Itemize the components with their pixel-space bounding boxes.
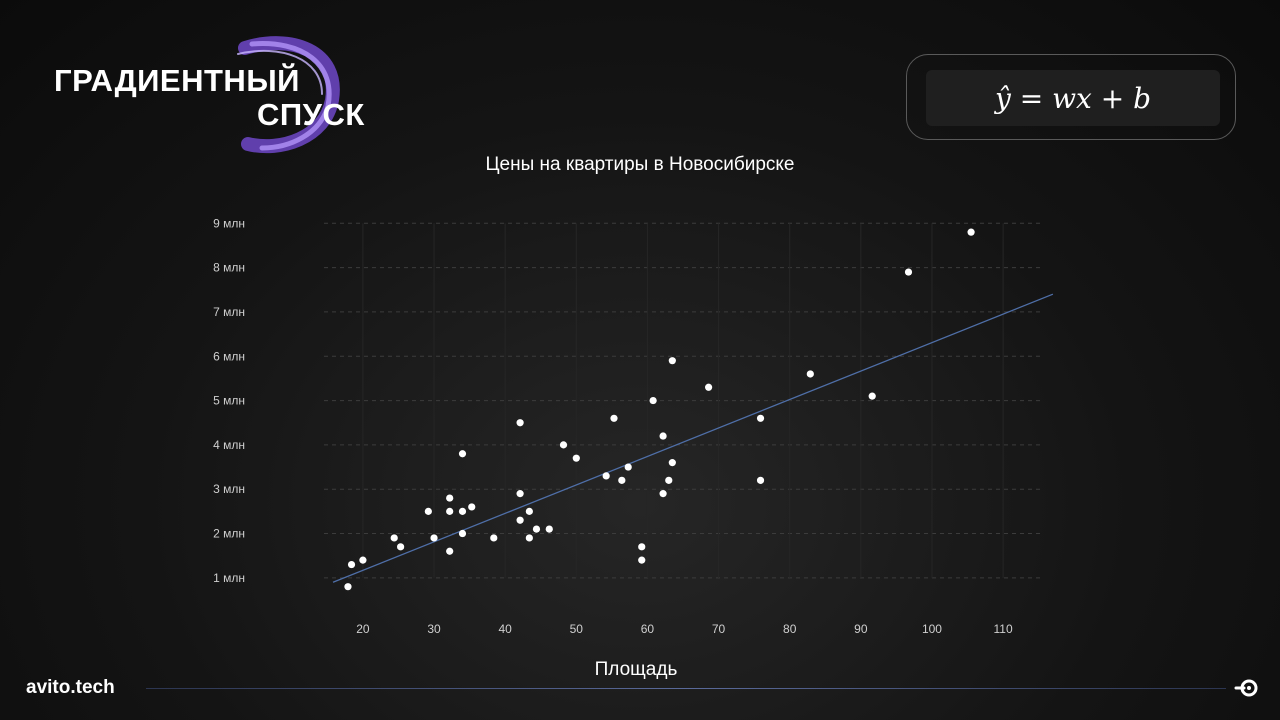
y-tick-label: 4 млн	[213, 438, 245, 452]
x-tick-label: 60	[641, 622, 655, 636]
data-point	[446, 494, 454, 502]
x-tick-label: 90	[854, 622, 868, 636]
y-tick-label: 6 млн	[213, 349, 245, 363]
data-point	[610, 414, 618, 422]
x-tick-label: 70	[712, 622, 726, 636]
x-tick-label: 110	[994, 622, 1013, 636]
x-tick-label: 50	[570, 622, 584, 636]
x-axis-label: Площадь	[594, 659, 678, 680]
formula-box: ŷ = wx + b	[926, 70, 1220, 126]
data-point	[468, 503, 476, 511]
y-tick-label: 7 млн	[213, 305, 245, 319]
data-point	[624, 463, 632, 471]
logo-line2: СПУСК	[257, 97, 365, 132]
data-point	[390, 534, 398, 542]
data-point	[424, 507, 432, 515]
x-tick-label: 100	[922, 622, 942, 636]
data-point	[572, 454, 580, 462]
data-point	[659, 490, 667, 498]
data-point	[868, 392, 876, 400]
avito-logo-icon	[1234, 679, 1258, 697]
data-point	[344, 583, 352, 591]
data-point	[430, 534, 438, 542]
y-tick-label: 2 млн	[213, 527, 245, 541]
data-point	[458, 450, 467, 458]
grid-layer	[324, 222, 1042, 579]
data-point	[559, 441, 568, 449]
data-point	[516, 490, 524, 498]
x-tick-label: 20	[356, 622, 370, 636]
points-layer	[344, 228, 975, 591]
formula-frame	[906, 54, 1236, 140]
data-point	[532, 525, 541, 533]
y-tick-label: 9 млн	[213, 216, 245, 230]
data-point	[446, 507, 454, 515]
data-point	[649, 396, 657, 405]
y-tick-label: 1 млн	[213, 571, 245, 585]
bottom-rule	[146, 688, 1226, 689]
data-point	[516, 419, 524, 427]
data-point	[458, 507, 467, 515]
logo: ГРАДИЕНТНЫЙ СПУСК	[40, 30, 380, 160]
data-point	[659, 432, 667, 440]
x-tick-label: 80	[783, 622, 797, 636]
data-point	[756, 414, 765, 422]
data-point	[516, 516, 524, 524]
y-tick-label: 8 млн	[213, 261, 245, 275]
formula-text: ŷ = wx + b	[994, 81, 1152, 115]
y-tick-label: 5 млн	[213, 394, 245, 408]
data-point	[638, 543, 646, 551]
data-point	[756, 476, 765, 484]
data-point	[618, 476, 626, 484]
regression-line	[332, 293, 1054, 583]
data-point	[705, 383, 713, 391]
x-tick-label: 40	[498, 622, 512, 636]
y-tick-label: 3 млн	[213, 482, 245, 496]
tick-labels-layer: 1 млн 2 млн 3 млн 4 млн 5 млн 6 млн 7 млн 8 млн…	[213, 216, 1013, 636]
data-point	[347, 560, 356, 569]
logo-swoosh-icon	[237, 36, 340, 154]
x-tick-label: 30	[427, 622, 441, 636]
data-point	[668, 357, 676, 365]
data-point	[806, 370, 814, 378]
data-point	[490, 534, 498, 542]
data-point	[545, 525, 553, 533]
data-point	[458, 529, 467, 538]
data-point	[446, 547, 454, 555]
data-point	[668, 459, 676, 467]
data-point	[359, 556, 367, 564]
regression-line-layer	[332, 293, 1054, 583]
data-point	[904, 268, 913, 276]
data-point	[525, 534, 533, 542]
data-point	[638, 556, 646, 564]
data-point	[665, 476, 673, 484]
data-point	[525, 507, 533, 515]
data-point	[602, 472, 610, 480]
logo-line1: ГРАДИЕНТНЫЙ	[54, 63, 300, 98]
chart-title: Цены на квартиры в Новосибирске	[485, 154, 795, 175]
data-point	[397, 543, 405, 551]
data-point	[967, 228, 975, 236]
brand-label: avito.tech	[26, 677, 115, 698]
